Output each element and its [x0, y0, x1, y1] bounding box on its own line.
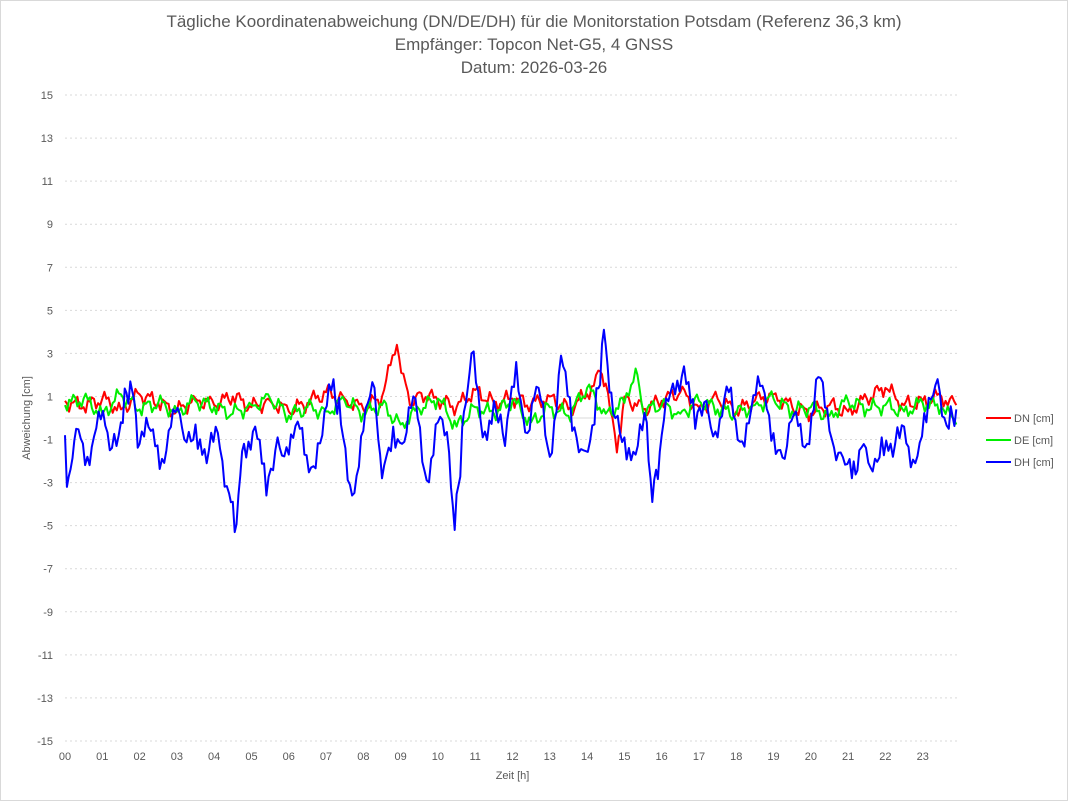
chart-title: Tägliche Koordinatenabweichung (DN/DE/DH…: [166, 12, 902, 31]
x-tick-label: 00: [59, 751, 71, 763]
x-tick-label: 03: [171, 751, 183, 763]
x-tick-label: 08: [357, 751, 369, 763]
chart-date-line: Datum: 2026-03-26: [460, 58, 608, 77]
y-tick-label: 3: [47, 348, 53, 360]
legend: DN [cm] DE [cm] DH [cm]: [986, 413, 1054, 469]
y-tick-label: -9: [43, 607, 53, 619]
x-tick-label: 02: [133, 751, 145, 763]
x-tick-label: 20: [805, 751, 817, 763]
y-tick-label: -3: [43, 478, 53, 490]
legend-label: DE [cm]: [1014, 435, 1053, 447]
y-tick-label: -5: [43, 521, 53, 533]
y-tick-labels: 15 13 11 9 7 5 3 1 -1 -3 -5 -7 -9 -11 -13 -15: [37, 90, 53, 748]
x-tick-label: 13: [544, 751, 556, 763]
x-tick-label: 16: [656, 751, 668, 763]
x-tick-label: 06: [283, 751, 295, 763]
grid-lines: [65, 94, 960, 742]
chart-subtitle: Empfänger: Topcon Net-G5, 4 GNSS: [394, 35, 674, 54]
x-tick-label: 09: [395, 751, 407, 763]
x-tick-label: 14: [581, 751, 593, 763]
x-tick-label: 11: [469, 751, 480, 763]
y-tick-label: -15: [37, 736, 53, 748]
y-tick-label: -11: [38, 650, 53, 662]
series-lines: [64, 328, 958, 534]
x-axis-label: Zeit [h]: [496, 770, 530, 782]
y-tick-label: 7: [47, 262, 53, 274]
x-tick-label: 01: [96, 751, 108, 763]
y-tick-label: 15: [41, 90, 53, 102]
y-tick-label: -1: [43, 435, 53, 447]
series-line-de: [64, 367, 958, 430]
y-axis-label: Abweichung [cm]: [21, 376, 33, 460]
x-tick-label: 21: [842, 751, 854, 763]
x-tick-label: 04: [208, 751, 220, 763]
x-tick-label: 05: [245, 751, 257, 763]
x-tick-label: 15: [618, 751, 630, 763]
x-tick-label: 18: [730, 751, 742, 763]
x-tick-label: 07: [320, 751, 332, 763]
y-tick-label: 11: [42, 176, 53, 188]
y-tick-label: -7: [43, 564, 53, 576]
x-tick-label: 23: [917, 751, 929, 763]
series-line-dh: [64, 328, 958, 534]
y-tick-label: 9: [47, 219, 53, 231]
x-tick-label: 17: [693, 751, 705, 763]
x-tick-label: 22: [879, 751, 891, 763]
legend-label: DN [cm]: [1014, 413, 1054, 425]
x-tick-label: 12: [506, 751, 518, 763]
y-tick-label: -13: [37, 693, 53, 705]
x-tick-labels: 00 01 02 03 04 05 06 07 08 09 10 11 12 13 14 15 16 17 18 19…: [59, 751, 929, 763]
x-tick-label: 19: [767, 751, 779, 763]
y-tick-label: 5: [47, 305, 53, 317]
legend-label: DH [cm]: [1014, 457, 1054, 469]
x-tick-label: 10: [432, 751, 444, 763]
y-tick-label: 13: [41, 133, 53, 145]
y-tick-label: 1: [47, 391, 53, 403]
